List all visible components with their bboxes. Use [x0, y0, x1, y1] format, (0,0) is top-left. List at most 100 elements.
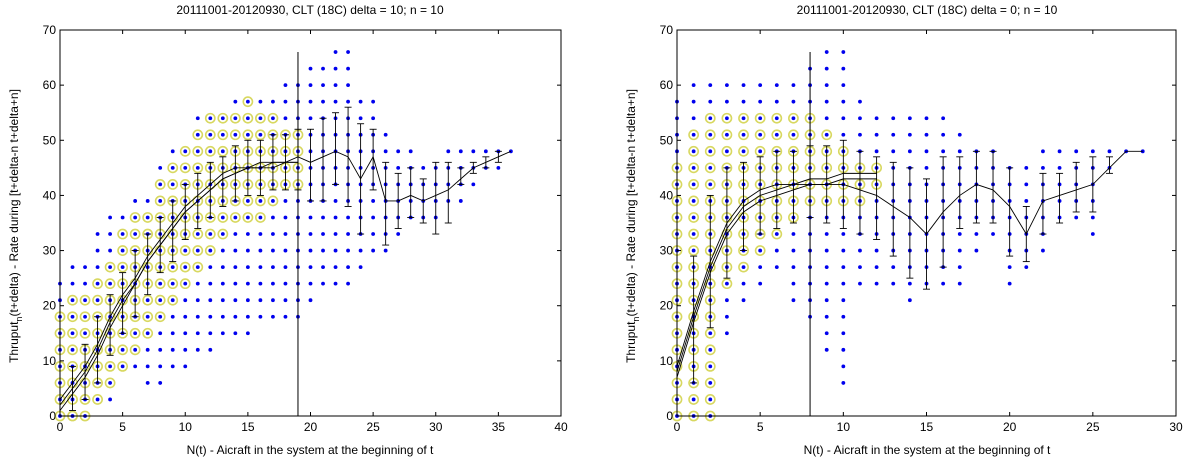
- scatter-point: [208, 132, 213, 137]
- scatter-point: [145, 215, 150, 220]
- scatter-point: [308, 83, 313, 88]
- highlight-ring: [704, 112, 716, 124]
- highlight-ring: [192, 129, 204, 141]
- scatter-point: [941, 149, 946, 154]
- highlight-ring: [79, 311, 91, 323]
- highlight-ring: [79, 294, 91, 306]
- scatter-point: [308, 232, 313, 236]
- scatter-point: [158, 347, 163, 352]
- scatter-point: [245, 116, 250, 121]
- scatter-point: [408, 149, 413, 154]
- y-axis-label-subscript: n: [14, 317, 24, 322]
- scatter-point: [891, 116, 896, 121]
- scatter-point: [396, 232, 401, 236]
- scatter-point: [1041, 149, 1045, 154]
- scatter-point: [941, 116, 946, 121]
- scatter-point: [941, 281, 946, 286]
- scatter-point: [195, 314, 200, 319]
- scatter-point: [824, 347, 829, 352]
- scatter-point: [70, 314, 75, 319]
- scatter-point: [183, 281, 188, 286]
- scatter-point: [208, 232, 213, 236]
- scatter-point: [220, 265, 225, 270]
- scatter-point: [183, 314, 188, 319]
- scatter-point: [233, 232, 238, 236]
- scatter-point: [183, 331, 188, 336]
- highlight-ring: [192, 162, 204, 174]
- scatter-point: [195, 232, 200, 236]
- scatter-point: [195, 165, 200, 170]
- highlight-ring: [704, 377, 716, 389]
- scatter-point: [483, 149, 488, 154]
- highlight-ring: [721, 145, 733, 157]
- scatter-point: [957, 149, 962, 154]
- highlight-ring: [229, 212, 241, 223]
- x-tick-label: 0: [674, 420, 681, 434]
- scatter-point: [183, 149, 188, 154]
- scatter-point: [371, 248, 376, 253]
- scatter-point: [1024, 265, 1029, 270]
- scatter-point: [791, 83, 796, 88]
- highlight-ring: [92, 278, 103, 290]
- scatter-point: [108, 215, 112, 220]
- highlight-ring: [704, 394, 716, 405]
- scatter-point: [195, 298, 200, 303]
- scatter-point: [957, 132, 962, 137]
- scatter-point: [907, 298, 912, 303]
- highlight-ring: [788, 129, 799, 141]
- scatter-point: [108, 265, 112, 270]
- highlight-ring: [154, 195, 166, 207]
- highlight-ring: [129, 327, 141, 339]
- scatter-point: [145, 364, 150, 369]
- scatter-point: [120, 248, 125, 253]
- highlight-ring: [179, 261, 191, 273]
- scatter-point: [120, 364, 125, 369]
- scatter-point: [245, 132, 250, 137]
- highlight-ring: [217, 129, 229, 141]
- scatter-point: [725, 116, 729, 121]
- highlight-ring: [688, 129, 700, 141]
- scatter-point: [283, 248, 288, 253]
- scatter-point: [108, 281, 112, 286]
- scatter-point: [791, 99, 796, 104]
- scatter-point: [691, 248, 696, 253]
- scatter-point: [841, 50, 846, 54]
- highlight-ring: [154, 311, 166, 323]
- scatter-point: [708, 347, 713, 352]
- highlight-ring: [754, 145, 766, 157]
- scatter-point: [220, 132, 225, 137]
- scatter-point: [708, 132, 713, 137]
- scatter-point: [691, 232, 696, 236]
- scatter-point: [258, 248, 263, 253]
- scatter-point: [120, 265, 125, 270]
- scatter-point: [446, 149, 451, 154]
- scatter-point: [145, 331, 150, 336]
- scatter-point: [791, 132, 796, 137]
- scatter-point: [841, 364, 846, 369]
- scatter-point: [170, 182, 175, 187]
- scatter-point: [333, 232, 338, 236]
- scatter-point: [708, 149, 713, 154]
- scatter-point: [95, 265, 100, 270]
- scatter-point: [333, 265, 338, 270]
- scatter-point: [708, 99, 713, 104]
- scatter-point: [283, 199, 288, 203]
- scatter-point: [195, 248, 200, 253]
- scatter-point: [308, 248, 313, 253]
- highlight-ring: [104, 377, 116, 389]
- scatter-point: [283, 314, 288, 319]
- scatter-point: [725, 99, 729, 104]
- line-layer: [59, 150, 512, 411]
- scatter-point: [70, 265, 75, 270]
- scatter-point: [70, 298, 75, 303]
- scatter-point: [245, 215, 250, 220]
- highlight-ring: [129, 228, 141, 240]
- series-line: [676, 178, 877, 378]
- scatter-point: [758, 248, 763, 253]
- scatter-point: [358, 116, 363, 121]
- highlight-ring: [267, 112, 279, 124]
- scatter-point: [183, 265, 188, 270]
- scatter-point: [691, 215, 696, 220]
- highlight-ring: [217, 212, 229, 223]
- highlight-ring: [117, 360, 129, 372]
